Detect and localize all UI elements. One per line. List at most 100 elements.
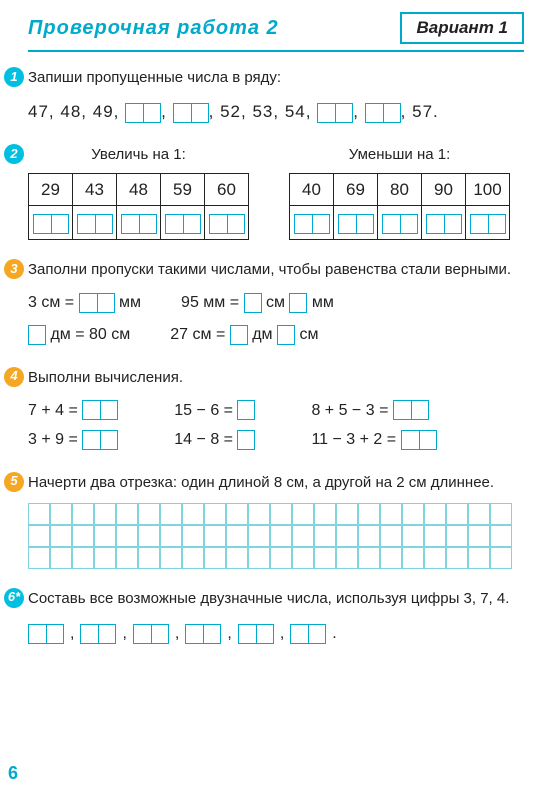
answer-box[interactable] — [82, 400, 118, 420]
calc-item: 3 + 9 = — [28, 427, 118, 453]
answer-box[interactable] — [317, 103, 353, 123]
seq-sep: , — [161, 102, 167, 121]
answer-box[interactable] — [82, 430, 118, 450]
answer-box[interactable] — [393, 400, 429, 420]
seq-item: 47, — [28, 102, 55, 121]
task-bullet-6: 6* — [4, 588, 24, 608]
num-cell: 60 — [205, 174, 249, 206]
answer-box[interactable] — [77, 214, 113, 234]
seq-item: 49, — [93, 102, 120, 121]
answer-box[interactable] — [294, 214, 330, 234]
eq-text: см — [299, 326, 318, 343]
seq-sep: , — [353, 102, 359, 121]
page-title: Проверочная работа 2 — [28, 17, 279, 40]
answer-box[interactable] — [28, 624, 64, 644]
num-cell: 80 — [378, 174, 422, 206]
answer-box[interactable] — [28, 325, 46, 345]
calc-item: 14 − 8 = — [174, 427, 255, 453]
task-2: 2 Увеличь на 1: 29 43 48 59 60 — [28, 143, 524, 240]
calc-item: 7 + 4 = — [28, 398, 118, 424]
task-bullet-1: 1 — [4, 67, 24, 87]
table-increase: 29 43 48 59 60 — [28, 173, 249, 240]
eq-3cm: 3 см = мм — [28, 290, 141, 316]
answer-box[interactable] — [289, 293, 307, 313]
task-1: 1 Запиши пропущенные числа в ряду: 47, 4… — [28, 66, 524, 125]
task-2-left: Увеличь на 1: 29 43 48 59 60 — [28, 143, 249, 240]
page-number: 6 — [8, 763, 18, 784]
answer-box[interactable] — [470, 214, 506, 234]
task-bullet-2: 2 — [4, 144, 24, 164]
answer-box[interactable] — [382, 214, 418, 234]
task-1-prompt: Запиши пропущенные числа в ряду: — [28, 66, 524, 90]
answer-box[interactable] — [237, 430, 255, 450]
num-cell: 43 — [73, 174, 117, 206]
seq-sep: , — [401, 102, 407, 121]
task-6-prompt: Составь все возможные двузначные числа, … — [28, 587, 524, 611]
answer-box[interactable] — [209, 214, 245, 234]
answer-box[interactable] — [237, 400, 255, 420]
seq-sep: , — [209, 102, 215, 121]
answer-box[interactable] — [33, 214, 69, 234]
answer-box[interactable] — [121, 214, 157, 234]
task-bullet-5: 5 — [4, 472, 24, 492]
num-cell: 69 — [334, 174, 378, 206]
task-bullet-4: 4 — [4, 367, 24, 387]
num-cell: 90 — [422, 174, 466, 206]
answer-box[interactable] — [338, 214, 374, 234]
answer-box[interactable] — [185, 624, 221, 644]
num-cell: 29 — [29, 174, 73, 206]
task-5: 5 Начерти два отрезка: один длиной 8 см,… — [28, 471, 524, 569]
answer-box[interactable] — [165, 214, 201, 234]
answer-box[interactable] — [230, 325, 248, 345]
answer-box[interactable] — [238, 624, 274, 644]
seq-item: 48, — [60, 102, 87, 121]
answer-box[interactable] — [401, 430, 437, 450]
answer-box[interactable] — [125, 103, 161, 123]
eq-text: дм = 80 см — [50, 326, 130, 343]
eq-27cm: 27 см = дм см — [170, 322, 318, 348]
num-cell: 59 — [161, 174, 205, 206]
eq-text: 95 мм = — [181, 294, 239, 311]
task-bullet-3: 3 — [4, 259, 24, 279]
task-4: 4 Выполни вычисления. 7 + 4 = 15 − 6 = 8… — [28, 366, 524, 453]
task-3-prompt: Заполни пропуски такими числами, чтобы р… — [28, 258, 524, 282]
answer-box[interactable] — [277, 325, 295, 345]
calc-item: 15 − 6 = — [174, 398, 255, 424]
eq-dm80: дм = 80 см — [28, 322, 130, 348]
seq-item: 52, — [220, 102, 247, 121]
answer-box[interactable] — [244, 293, 262, 313]
task-6: 6* Составь все возможные двузначные числ… — [28, 587, 524, 647]
task-5-prompt: Начерти два отрезка: один длиной 8 см, а… — [28, 471, 524, 495]
seq-item: 53, — [252, 102, 279, 121]
variant-label: Вариант 1 — [400, 12, 524, 44]
task-4-prompt: Выполни вычисления. — [28, 366, 524, 390]
answer-box[interactable] — [79, 293, 115, 313]
eq-text: см — [266, 294, 285, 311]
answer-box[interactable] — [173, 103, 209, 123]
header: Проверочная работа 2 Вариант 1 — [28, 12, 524, 52]
task-2-right: Уменьши на 1: 40 69 80 90 100 — [289, 143, 510, 240]
answer-box[interactable] — [133, 624, 169, 644]
seq-item: 54, — [285, 102, 312, 121]
answer-box[interactable] — [290, 624, 326, 644]
calc-item: 8 + 5 − 3 = — [311, 398, 428, 424]
eq-95mm: 95 мм = см мм — [181, 290, 334, 316]
num-cell: 100 — [466, 174, 510, 206]
eq-text: 27 см = — [170, 326, 225, 343]
answer-box[interactable] — [80, 624, 116, 644]
task-3: 3 Заполни пропуски такими числами, чтобы… — [28, 258, 524, 347]
num-cell: 48 — [117, 174, 161, 206]
eq-text: мм — [119, 294, 141, 311]
table-decrease: 40 69 80 90 100 — [289, 173, 510, 240]
eq-text: мм — [312, 294, 334, 311]
eq-text: 3 см = — [28, 294, 74, 311]
task-6-answers: , , , , , . — [28, 621, 524, 647]
drawing-grid[interactable] — [28, 503, 524, 569]
calc-item: 11 − 3 + 2 = — [311, 427, 436, 453]
task-1-sequence: 47, 48, 49, , , 52, 53, 54, , , 57. — [28, 98, 524, 125]
left-title: Увеличь на 1: — [28, 143, 249, 167]
eq-text: дм — [252, 326, 272, 343]
seq-item: 57. — [412, 102, 439, 121]
answer-box[interactable] — [426, 214, 462, 234]
answer-box[interactable] — [365, 103, 401, 123]
